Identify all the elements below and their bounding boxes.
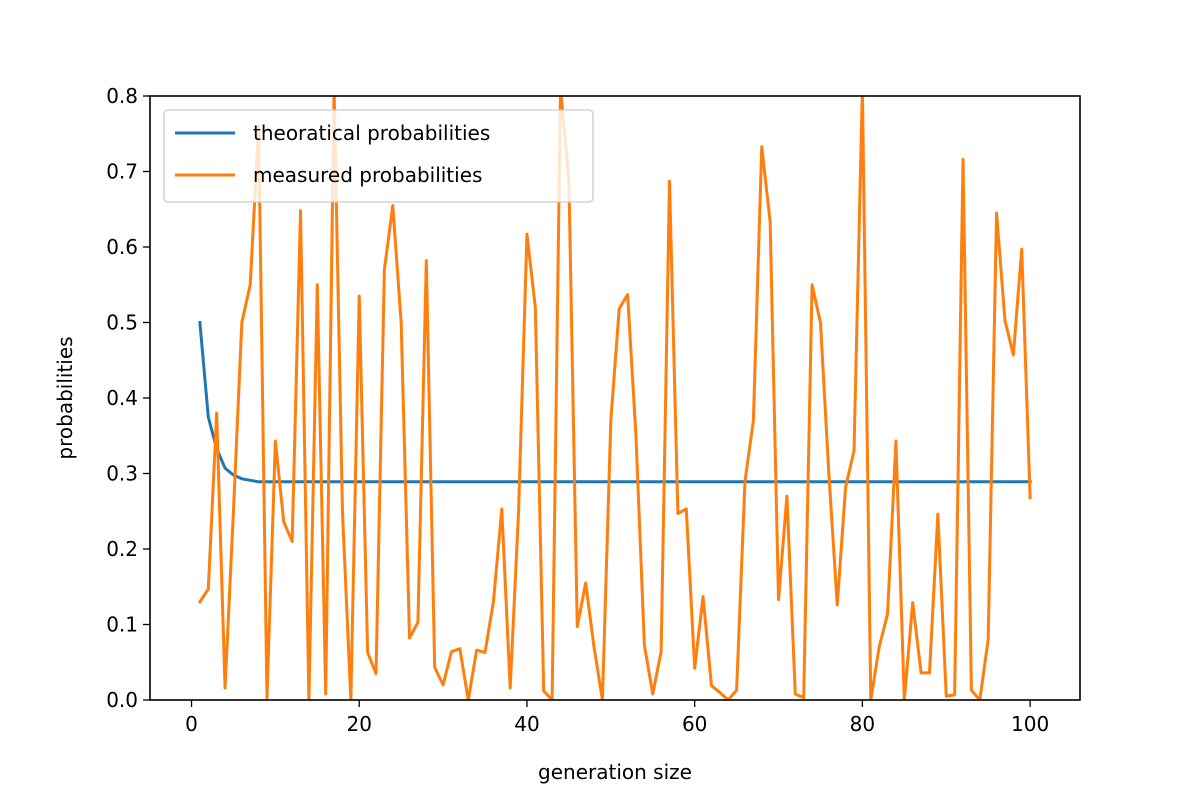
y-tick-label: 0.6 [106, 235, 138, 259]
y-tick-label: 0.7 [106, 160, 138, 184]
legend-label-theoretical: theoratical probabilities [253, 121, 490, 145]
x-axis: 0 20 40 60 80 100 [185, 700, 1049, 736]
y-tick-label: 0.8 [106, 84, 138, 108]
y-axis-label: probabilities [53, 336, 77, 459]
x-tick-label: 20 [347, 712, 372, 736]
y-axis: 0.0 0.1 0.2 0.3 0.4 0.5 0.6 0.7 0.8 [106, 84, 150, 712]
y-tick-label: 0.2 [106, 537, 138, 561]
y-tick-label: 0.3 [106, 462, 138, 486]
y-tick-label: 0.0 [106, 688, 138, 712]
legend-box [163, 109, 594, 203]
y-tick-label: 0.5 [106, 311, 138, 335]
y-tick-label: 0.1 [106, 613, 138, 637]
plot-frame [149, 95, 1081, 701]
y-tick-label: 0.4 [106, 386, 138, 410]
legend-label-measured: measured probabilities [253, 163, 482, 187]
x-tick-label: 60 [682, 712, 707, 736]
x-tick-label: 0 [185, 712, 198, 736]
series-line-theoretical [198, 320, 1032, 484]
series-layer [197, 96, 1032, 700]
x-tick-label: 80 [850, 712, 875, 736]
legend: theoratical probabilities measured proba… [163, 109, 594, 203]
series-line-measured [197, 96, 1032, 700]
x-axis-label: generation size [538, 760, 692, 784]
x-tick-label: 100 [1011, 712, 1049, 736]
x-tick-label: 40 [514, 712, 539, 736]
